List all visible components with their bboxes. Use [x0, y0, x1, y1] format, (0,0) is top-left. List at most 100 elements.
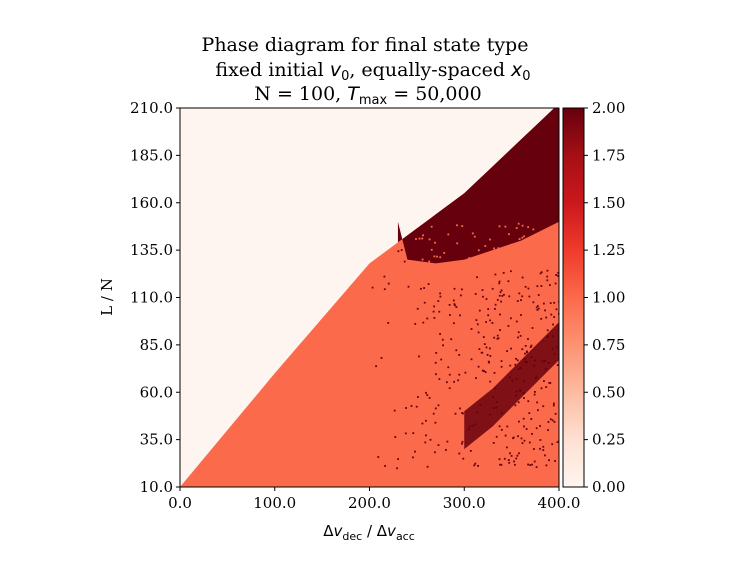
scatter-dot: [517, 367, 520, 370]
y-tick-label: 85.0: [140, 336, 173, 354]
scatter-dot: [546, 275, 549, 278]
x-tick-label: 0.0: [168, 494, 192, 512]
scatter-dot: [516, 300, 519, 302]
scatter-dot: [531, 327, 534, 329]
scatter-dot: [518, 238, 521, 240]
scatter-dot: [510, 317, 512, 320]
scatter-dot: [515, 357, 517, 360]
scatter-dot: [447, 366, 450, 369]
scatter-dot: [492, 407, 495, 409]
colorbar-axis: 0.00 0.25 0.50 0.75 1.00 1.25 1.50 1.75 2.00: [584, 99, 625, 496]
scatter-dot: [428, 238, 431, 241]
colorbar-tick-label: 1.75: [592, 146, 625, 164]
scatter-dot: [393, 409, 396, 412]
scatter-dot: [508, 376, 511, 379]
scatter-dot: [412, 456, 414, 459]
scatter-dot: [527, 400, 530, 403]
scatter-dot: [397, 250, 400, 253]
scatter-dot: [517, 222, 520, 225]
scatter-dot: [535, 377, 537, 379]
scatter-dot: [427, 283, 430, 285]
scatter-dot: [502, 272, 505, 274]
scatter-dot: [439, 295, 442, 298]
scatter-dot: [495, 435, 498, 438]
scatter-dot: [521, 442, 524, 444]
scatter-dot: [475, 319, 478, 321]
scatter-dot: [481, 289, 484, 291]
scatter-dot: [497, 247, 500, 250]
scatter-dot: [481, 369, 484, 372]
scatter-dot: [504, 225, 507, 228]
scatter-dot: [475, 260, 478, 263]
scatter-dot: [521, 348, 524, 351]
scatter-dot: [519, 266, 521, 269]
scatter-dot: [556, 364, 559, 366]
chart-title-line-2: fixed initial v0, equally-spaced x0: [215, 59, 530, 84]
scatter-dot: [439, 333, 441, 335]
scatter-dot: [510, 347, 512, 350]
scatter-dot: [433, 255, 436, 258]
scatter-dot: [415, 238, 417, 240]
scatter-dot: [542, 449, 545, 451]
heatmap-plot: [180, 108, 559, 487]
scatter-dot: [527, 338, 529, 340]
scatter-dot: [547, 246, 550, 249]
colorbar-tick-label: 0.50: [592, 383, 625, 401]
scatter-dot: [522, 417, 525, 420]
scatter-dot: [496, 334, 499, 337]
scatter-dot: [523, 358, 526, 360]
scatter-dot: [425, 434, 427, 437]
scatter-dot: [528, 295, 531, 298]
scatter-dot: [452, 299, 455, 302]
scatter-dot: [458, 452, 461, 455]
scatter-dot: [453, 287, 456, 290]
scatter-dot: [487, 360, 490, 363]
scatter-dot: [514, 363, 517, 366]
scatter-dot: [457, 379, 460, 382]
scatter-dot: [547, 362, 550, 364]
scatter-dot: [489, 380, 492, 383]
scatter-dot: [539, 425, 541, 427]
scatter-dot: [415, 405, 418, 408]
scatter-dot: [521, 276, 524, 279]
scatter-dot: [531, 251, 534, 253]
scatter-dot: [546, 335, 549, 337]
scatter-dot: [499, 313, 501, 316]
scatter-dot: [421, 237, 424, 240]
scatter-dot: [544, 309, 546, 312]
scatter-dot: [550, 259, 552, 262]
scatter-dot: [439, 292, 441, 295]
scatter-dot: [470, 328, 473, 330]
scatter-dot: [541, 360, 544, 363]
scatter-dot: [387, 322, 390, 324]
scatter-dot: [539, 439, 542, 441]
scatter-dot: [521, 236, 524, 239]
scatter-dot: [548, 459, 550, 462]
scatter-dot: [445, 449, 447, 451]
scatter-dot: [489, 347, 491, 350]
scatter-dot: [387, 282, 390, 285]
scatter-dot: [544, 367, 547, 370]
scatter-dot: [500, 463, 503, 466]
scatter-dot: [551, 348, 554, 350]
scatter-dot: [428, 397, 431, 399]
scatter-dot: [545, 464, 548, 467]
scatter-dot: [555, 274, 558, 276]
x-tick-label: 100.0: [253, 494, 296, 512]
scatter-dot: [383, 288, 386, 291]
scatter-dot: [544, 454, 546, 457]
scatter-dot: [405, 407, 407, 409]
scatter-dot: [514, 463, 516, 466]
scatter-dot: [523, 439, 526, 442]
scatter-dot: [551, 443, 554, 446]
scatter-dot: [469, 450, 472, 452]
scatter-dot: [498, 225, 501, 228]
scatter-dot: [533, 393, 536, 396]
scatter-dot: [422, 321, 425, 324]
scatter-dot: [535, 376, 538, 379]
scatter-dot: [508, 233, 510, 236]
y-tick-label: 185.0: [130, 146, 173, 164]
scatter-dot: [494, 308, 496, 310]
scatter-dot: [517, 401, 520, 404]
scatter-dot: [540, 285, 543, 287]
